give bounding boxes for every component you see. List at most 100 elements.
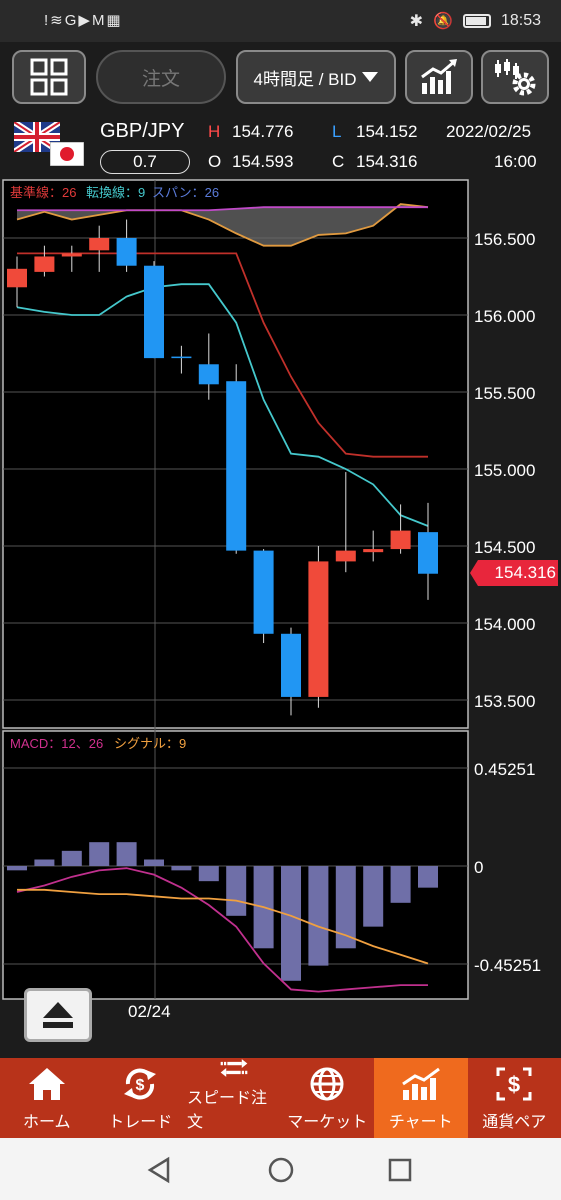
nav-speed-order[interactable]: スピード注文 [187,1058,281,1138]
macd-histogram-bar [281,866,301,981]
nav-market[interactable]: マーケット [281,1058,375,1138]
macd-histogram-bar [144,859,164,866]
chart-type-button[interactable] [405,50,473,104]
order-button[interactable]: 注文 [96,50,226,104]
candle-body [7,268,27,288]
candle-body [89,238,110,251]
grid-menu-button[interactable] [12,50,86,104]
close-label: C [332,152,345,171]
kijun-line [17,252,428,458]
candle-body [335,550,356,562]
nav-home[interactable]: ホーム [0,1058,94,1138]
chart-trend-icon [421,59,457,94]
period-label: 4時間足 / BID [253,69,357,89]
status-bar: !≋G▶M▦ ✱ 🔕 18:53 [0,0,561,42]
candle-body [390,530,411,550]
macd-histogram-bar [34,859,55,866]
macd-histogram-bar [198,866,219,882]
candle-body [418,532,438,574]
chart-canvas[interactable]: 156.500 156.000 155.500 155.000 154.500 154.0… [0,178,561,1030]
home-circle-icon[interactable] [266,1155,296,1185]
open-label: O [208,152,222,171]
candle-body [253,550,274,634]
chart-bar-icon [401,1067,440,1100]
y-tick-label: 156.000 [474,307,535,326]
macd-histogram-bar [7,866,27,871]
high-value: 154.776 [232,122,294,141]
currency-pair[interactable]: GBP/JPY [100,120,185,142]
legend-kijun: 基準線：26 [10,185,76,200]
tenkan-line [16,283,429,527]
chart-settings-button[interactable] [481,50,549,104]
close-value: 154.316 [356,152,418,171]
high-label: H [208,122,221,141]
nav-speed-order-label: スピード注文 [187,1090,268,1131]
macd-histogram-bar [308,866,329,966]
nav-trade[interactable]: $ トレード [94,1058,188,1138]
caret-down-icon [362,72,379,82]
nav-market-label: マーケット [287,1114,368,1131]
candle-body [226,381,247,551]
home-icon [28,1068,65,1100]
quote-panel: GBP/JPY 0.7 H 154.776 L 154.152 O 154.59… [0,112,561,178]
legend-span: スパン：26 [152,185,219,200]
period-selector[interactable]: 4時間足 / BID [236,50,396,104]
bluetooth-icon: ✱ [409,13,424,30]
macd-histogram-bar [226,866,247,916]
candle-body [281,633,301,697]
candle-body [144,265,164,359]
recents-icon[interactable] [386,1156,414,1184]
legend-tenkan: 転換線：9 [86,185,145,200]
candle-body [198,364,219,385]
mute-icon: 🔕 [433,13,453,30]
back-icon[interactable] [146,1156,174,1184]
macd-histogram-bar [61,850,82,866]
y-tick-label: 156.500 [474,230,535,249]
nav-trade-label: トレード [108,1114,173,1131]
grid-icon [30,58,68,96]
macd-histogram-bar [89,842,110,866]
signal-line [17,888,429,965]
current-price-tag: 154.316 [470,560,558,586]
macd-histogram-bar [418,866,438,888]
toolbar: 注文 4時間足 / BID [0,42,561,112]
low-label: L [332,122,342,141]
x-axis-date-label: 02/24 [128,1002,171,1021]
nav-chart[interactable]: チャート [374,1058,468,1138]
y-tick-label: 153.500 [474,692,535,711]
candle-body [34,256,55,272]
indicator-settings-icon [495,59,536,96]
trade-cycle-icon: $ [124,1068,157,1100]
svg-text:$: $ [136,1077,145,1094]
collapse-panel-button[interactable] [24,988,92,1042]
macd-histogram-bar [390,866,411,903]
battery-icon [462,14,491,28]
japan-flag-icon [50,142,84,166]
y-tick-label: 155.000 [474,461,535,480]
legend-macd: MACD：12、26 [10,736,103,751]
spread-value: 0.7 [100,150,190,174]
legend-signal: シグナル：9 [114,736,186,751]
nav-currency-pair[interactable]: $ 通貨ペア [468,1058,561,1138]
y-tick-label: 154.500 [474,538,535,557]
low-value: 154.152 [356,122,418,141]
macd-y-tick-label: 0 [474,858,483,877]
macd-y-tick-label: -0.45251 [474,956,541,975]
chart-area[interactable]: 156.500 156.000 155.500 155.000 154.500 154.0… [0,178,561,1030]
macd-line [16,867,428,993]
y-tick-label: 154.000 [474,615,535,634]
exchange-arrows-icon [220,1059,248,1077]
macd-histogram-bar [171,866,192,871]
candle-body [171,356,192,359]
candle-body [308,561,329,697]
clock: 18:53 [500,12,541,29]
span-a-line [16,203,429,247]
svg-text:$: $ [508,1072,520,1097]
macd-y-tick-label: 0.45251 [474,760,535,779]
span-b-line [17,206,428,212]
eject-icon [43,1002,73,1028]
ichimoku-cloud [17,204,428,246]
bottom-navigation: ホーム $ トレード スピード注文 マーケット [0,1058,561,1138]
nav-currency-pair-label: 通貨ペア [482,1114,547,1131]
candle-body [116,238,137,266]
